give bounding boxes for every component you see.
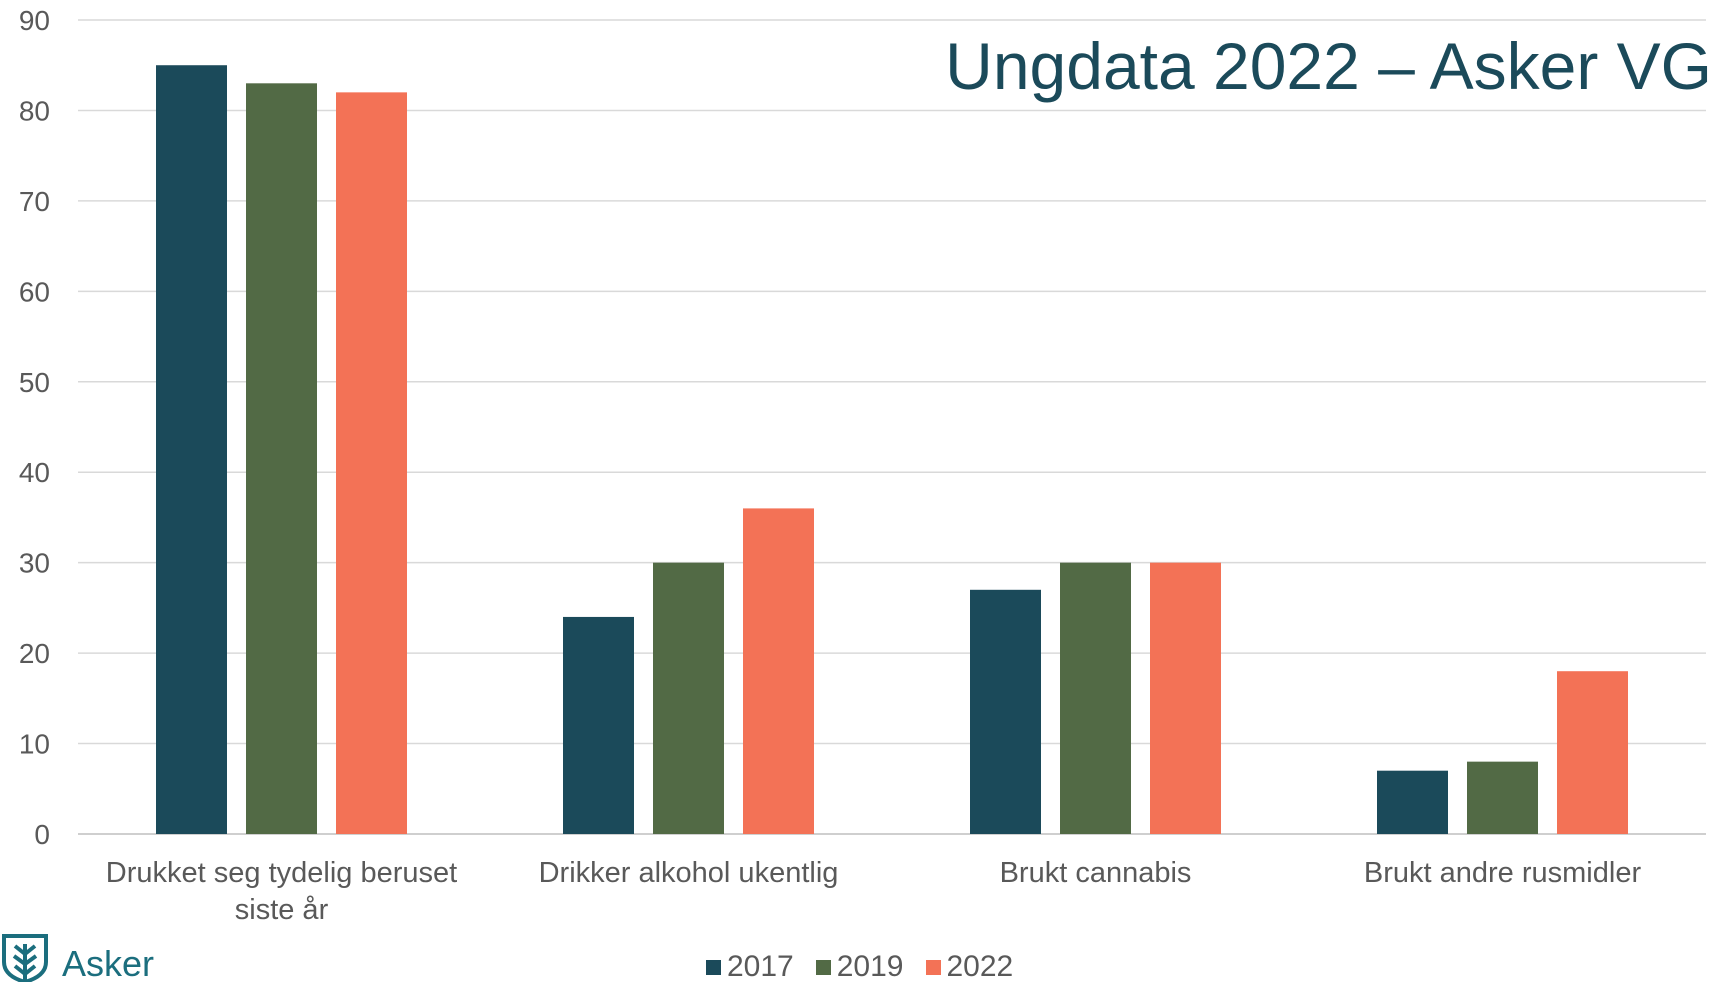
y-tick-label: 70 [19,186,50,217]
bar-2019-3 [1467,761,1538,834]
y-tick-label: 60 [19,276,50,307]
bar-2019-1 [653,562,724,834]
legend-label: 2017 [727,950,794,983]
legend-swatch [706,959,721,975]
x-tick-label: Drikker alkohol ukentlig [539,857,839,889]
y-tick-label: 30 [19,548,50,579]
x-tick-label: Drukket seg tydelig beruset [106,857,457,889]
legend-item-2022: 2022 [925,950,1014,984]
y-tick-label: 20 [19,638,50,669]
y-tick-label: 10 [19,729,50,760]
legend-item-2017: 2017 [706,950,794,984]
y-tick-label: 80 [19,95,50,126]
legend-label: 2022 [946,950,1014,983]
bar-2019-2 [1060,562,1131,834]
legend-swatch [815,959,831,975]
bar-2022-3 [1557,671,1628,834]
bar-2022-1 [743,508,814,834]
legend-swatch [925,959,941,975]
x-tick-label: Brukt cannabis [1000,857,1192,889]
x-tick-label: siste år [235,894,329,926]
bar-2022-2 [1150,562,1221,834]
logo-text: Asker [62,943,155,984]
asker-coat-of-arms-icon [1,934,48,982]
x-tick-label: Brukt andre rusmidler [1364,857,1642,889]
bar-2017-3 [1377,770,1448,834]
bar-2019-0 [246,83,317,835]
y-tick-label: 0 [34,819,50,850]
y-tick-label: 40 [19,457,50,488]
bar-2017-0 [156,65,227,834]
y-tick-label: 90 [19,5,50,36]
asker-logo: Asker [0,932,154,982]
y-tick-label: 50 [19,367,50,398]
chart-title: Ungdata 2022 – Asker VG [945,29,1712,103]
bar-2022-0 [336,92,407,835]
bar-2017-1 [563,616,634,834]
chart-legend: 2017 2019 2022 [706,950,1013,984]
bar-2017-2 [970,589,1041,834]
legend-item-2019: 2019 [815,950,904,984]
legend-label: 2019 [836,950,904,983]
